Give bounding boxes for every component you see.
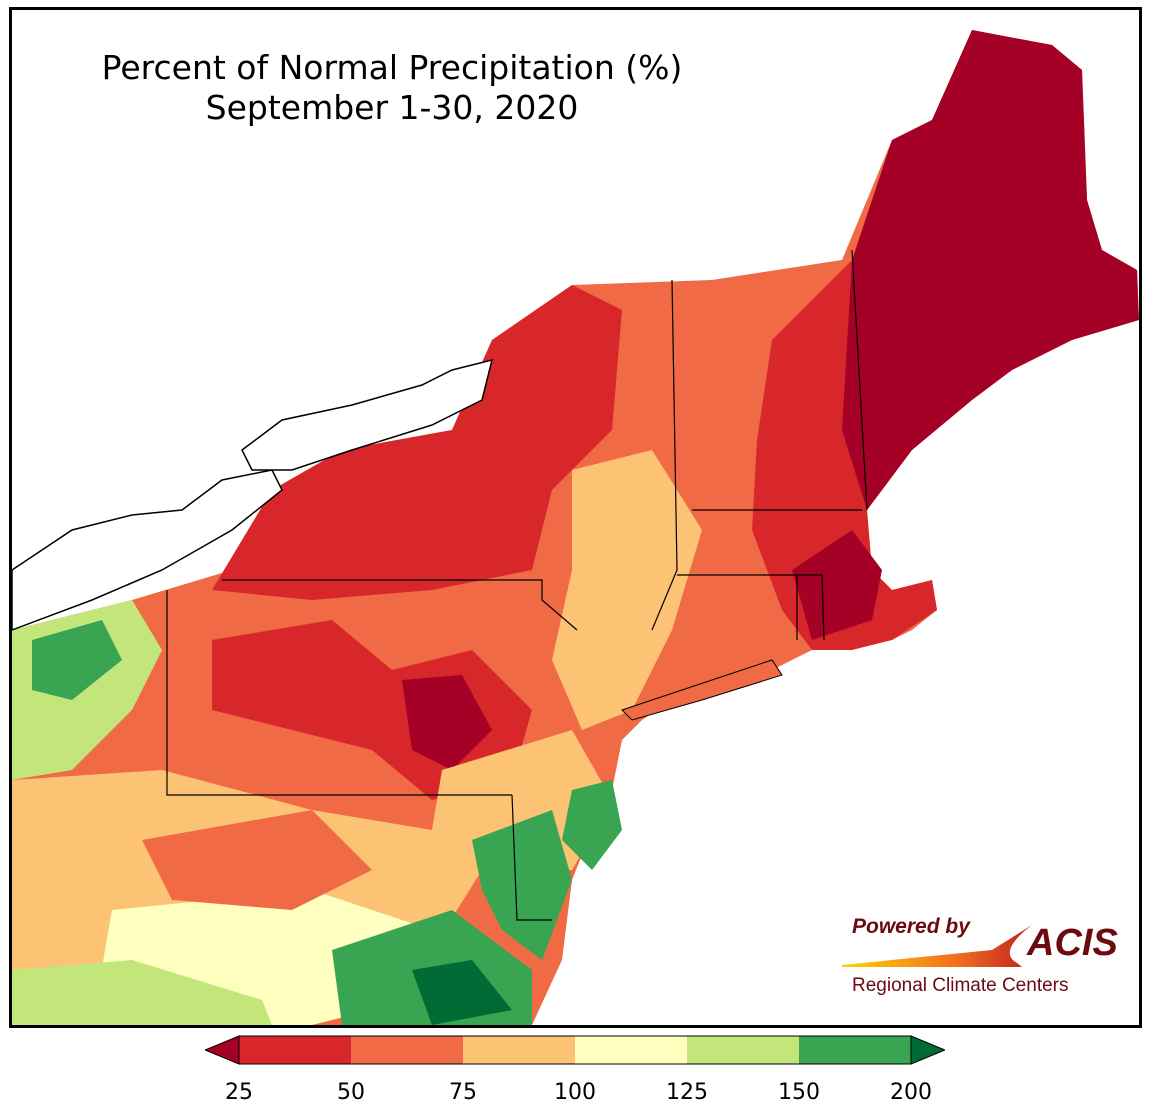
legend-border	[238, 1035, 912, 1065]
region-wv-red	[142, 810, 372, 910]
lake-ontario	[241, 358, 494, 471]
region-nj-wet	[562, 780, 622, 870]
legend-tick-label: 25	[225, 1080, 253, 1105]
legend-tick-label: 100	[554, 1080, 596, 1105]
region-hudson-normal	[552, 450, 702, 730]
region-va-wet	[12, 960, 272, 1025]
lake-erie	[12, 469, 283, 631]
powered-by-text: Powered by	[852, 915, 971, 938]
legend-tick-label: 50	[337, 1080, 365, 1105]
legend-swatch	[799, 1036, 911, 1064]
legend-tick-label: 150	[778, 1080, 820, 1105]
legend-swatch	[575, 1036, 687, 1064]
region-pa-dark	[402, 675, 492, 770]
regional-climate-centers-text: Regional Climate Centers	[852, 975, 1069, 996]
region-ny-red	[212, 285, 622, 600]
map-frame: Percent of Normal Precipitation (%) Sept…	[9, 7, 1142, 1028]
region-delmarva-wet	[472, 810, 572, 960]
legend-tick-label: 75	[449, 1080, 477, 1105]
precipitation-map	[12, 30, 1139, 1025]
legend-swatch	[239, 1036, 351, 1064]
region-va-wettest	[412, 960, 512, 1025]
map-subtitle: September 1-30, 2020	[205, 88, 579, 127]
region-ma-deficit	[792, 530, 882, 640]
region-maine-deficit	[832, 30, 1139, 510]
acis-swoosh-icon	[842, 925, 1032, 967]
legend-extend-high	[910, 1035, 945, 1065]
map-title: Percent of Normal Precipitation (%)	[101, 48, 683, 87]
legend-swatch	[687, 1036, 799, 1064]
region-new-england-red	[752, 260, 937, 650]
region-ohio-very-wet	[32, 620, 122, 700]
legend-colorbar	[205, 1035, 945, 1065]
legend-extend-low	[205, 1035, 240, 1065]
legend-swatch	[463, 1036, 575, 1064]
acis-logo: Powered by ACIS Regional Climate Centers	[842, 915, 1118, 996]
long-island	[621, 659, 783, 721]
state-borders	[166, 249, 868, 921]
legend-tick-label: 200	[890, 1080, 932, 1105]
legend-swatch	[351, 1036, 463, 1064]
acis-brand-text: ACIS	[1026, 922, 1118, 964]
legend-tick-label: 125	[666, 1080, 708, 1105]
